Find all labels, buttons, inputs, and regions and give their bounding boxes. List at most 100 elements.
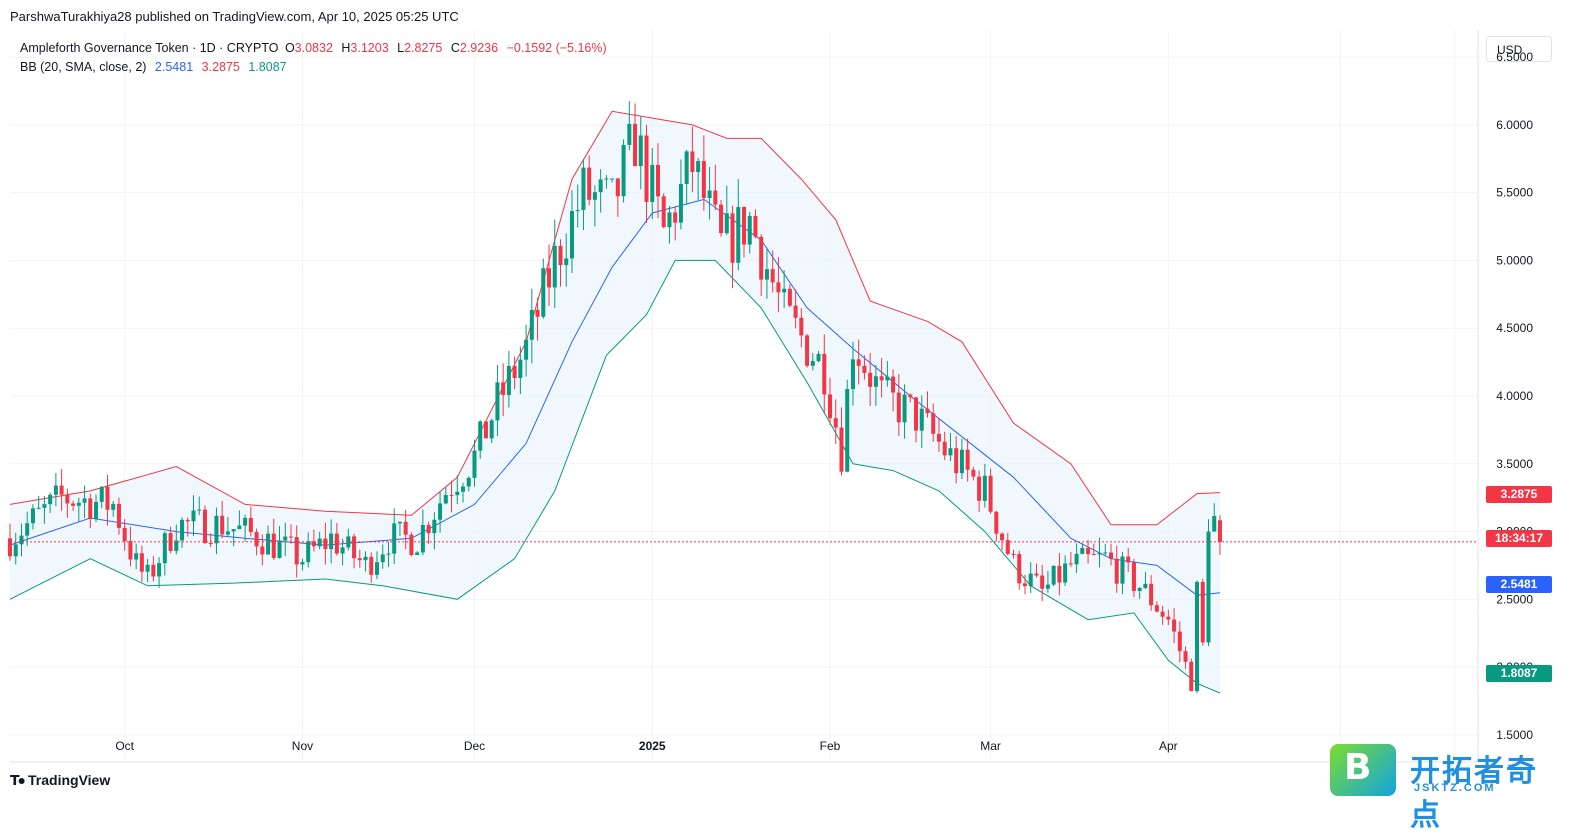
candle-body <box>724 213 729 234</box>
candle-body <box>1195 581 1200 692</box>
candle-body <box>610 178 615 180</box>
candle-body <box>535 309 540 317</box>
candle-body <box>759 236 764 280</box>
candle-body <box>621 144 626 197</box>
candle-body <box>271 533 276 558</box>
countdown-badge: 18:34:17 <box>1486 530 1552 547</box>
bb-basis-badge: 2.5481 <box>1486 576 1552 593</box>
candle-body <box>134 553 139 560</box>
candle-body <box>770 269 775 283</box>
candle-body <box>311 541 316 547</box>
y-tick-label: 3.5000 <box>1496 457 1533 471</box>
candle-body <box>1057 565 1062 583</box>
candle-body <box>1108 552 1114 559</box>
candle-body <box>914 397 919 431</box>
candle-body <box>88 498 93 519</box>
candle-body <box>111 503 116 510</box>
candle-body <box>1080 547 1085 554</box>
candle-body <box>782 288 787 293</box>
candle-body <box>283 536 288 541</box>
candle-body <box>145 564 150 572</box>
candle-body <box>696 161 701 173</box>
candle-body <box>650 164 655 202</box>
symbol-name[interactable]: Ampleforth Governance Token · 1D · CRYPT… <box>20 41 279 55</box>
y-tick-label: 4.0000 <box>1496 389 1533 403</box>
candle-body <box>1103 552 1108 554</box>
bb-lower-value: 1.8087 <box>248 60 287 74</box>
candle-body <box>334 533 339 554</box>
candle-body <box>197 509 202 511</box>
candle-body <box>633 123 638 167</box>
candle-body <box>569 211 574 259</box>
candle-body <box>965 449 970 470</box>
candle-body <box>839 427 844 472</box>
bollinger-bands <box>9 110 1221 694</box>
candle-body <box>587 167 592 200</box>
bb-indicator-label[interactable]: BB (20, SMA, close, 2) <box>20 60 147 74</box>
candle-body <box>1149 583 1154 606</box>
candle-body <box>30 508 35 524</box>
candle-body <box>157 563 162 577</box>
candle-body <box>53 485 58 495</box>
candle-body <box>564 258 569 266</box>
candle-body <box>954 448 959 474</box>
attribution: ParshwaTurakhiya28 published on TradingV… <box>10 9 459 24</box>
candle-body <box>1160 611 1165 617</box>
y-tick-label: 4.5000 <box>1496 321 1533 335</box>
candle-body <box>524 339 529 360</box>
candle-body <box>369 556 374 575</box>
candle-body <box>449 495 454 497</box>
candle-body <box>1212 516 1217 532</box>
candle-body <box>443 495 448 504</box>
change-value: −0.1592 (−5.16%) <box>506 41 607 55</box>
candle-body <box>512 365 517 379</box>
candle-body <box>1143 583 1148 588</box>
candle-body <box>850 359 855 390</box>
candle-body <box>71 503 76 506</box>
candle-body <box>19 535 24 545</box>
candle-body <box>36 507 41 509</box>
candle-body <box>942 441 947 456</box>
candle-body <box>736 207 741 263</box>
candle-body <box>667 212 672 228</box>
candle-body <box>128 541 133 560</box>
candle-body <box>931 413 936 434</box>
candle-body <box>1011 553 1016 555</box>
candle-body <box>908 394 913 398</box>
candle-body <box>472 450 477 478</box>
candle-body <box>82 498 87 503</box>
candle-body <box>294 537 299 565</box>
candle-body <box>506 365 511 396</box>
candle-body <box>7 538 13 557</box>
candle-body <box>873 376 878 387</box>
x-tick-label: Apr <box>1159 739 1178 753</box>
candle-body <box>214 515 219 544</box>
candle-body <box>352 536 357 559</box>
candle-body <box>1034 573 1039 576</box>
candle-body <box>638 135 643 167</box>
candle-body <box>185 519 190 522</box>
candle-body <box>684 151 689 184</box>
candle-body <box>397 521 402 524</box>
price-chart[interactable]: 6.5000 6.0000 5.5000 5.0000 4.5000 4.0000 3.50… <box>0 0 1588 810</box>
candle-body <box>936 433 941 442</box>
candle-body <box>971 469 976 477</box>
candle-body <box>59 485 64 495</box>
candle-body <box>501 382 506 396</box>
tradingview-logo[interactable]: 𝗧● TradingView <box>10 772 110 789</box>
candle-body <box>220 515 225 535</box>
candle-body <box>260 546 265 555</box>
currency-selector[interactable]: USD <box>1486 36 1552 62</box>
x-tick-label: Nov <box>292 739 313 753</box>
low-value: 2.8275 <box>404 41 443 55</box>
bb-upper-value: 3.2875 <box>201 60 240 74</box>
candle-body <box>833 418 838 428</box>
symbol-row: Ampleforth Governance Token · 1D · CRYPT… <box>20 39 607 58</box>
candle-body <box>776 282 781 293</box>
candle-body <box>420 524 425 553</box>
candle-body <box>994 511 999 534</box>
candle-body <box>1154 605 1159 612</box>
candle-body <box>604 178 609 180</box>
candle-body <box>1217 520 1222 542</box>
candle-body <box>552 245 557 288</box>
